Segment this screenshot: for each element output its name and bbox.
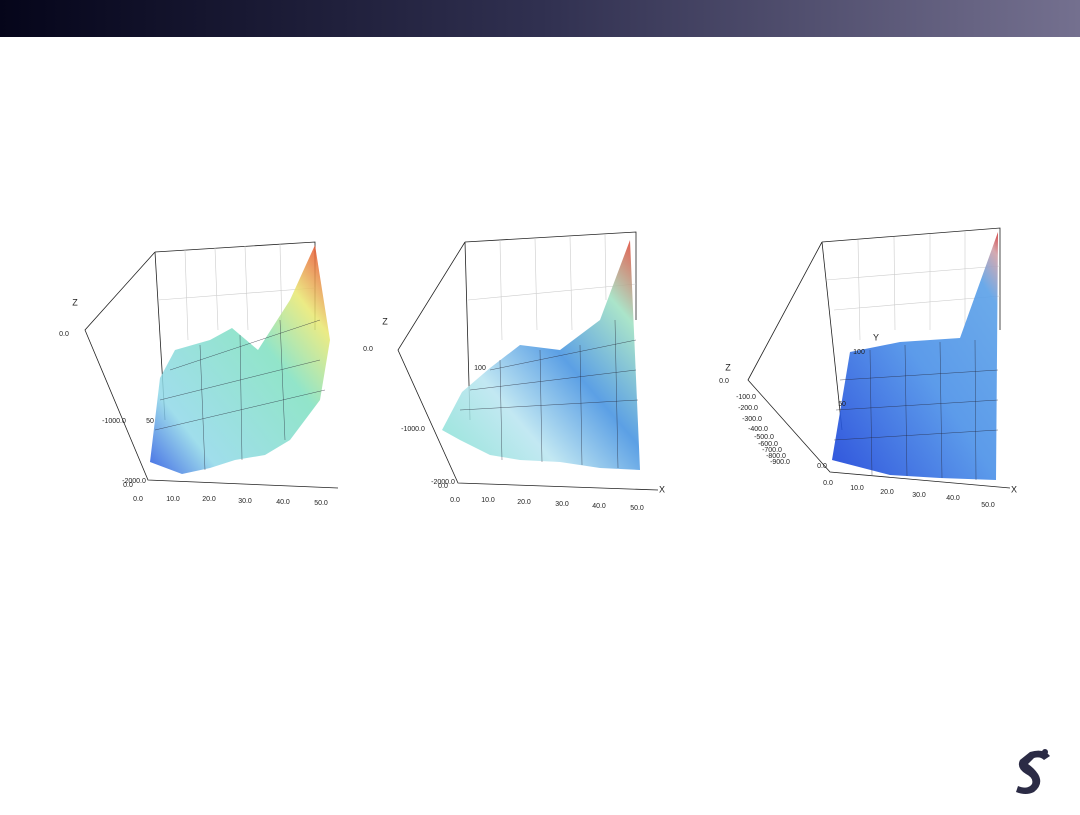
surface [150,245,330,474]
y-tick-label: 100 [474,365,486,372]
y-tick-label: 100 [853,349,865,356]
x-tick-label: 30.0 [912,492,926,499]
x-tick-label: 30.0 [555,501,569,508]
z-tick-label: 0.0 [363,346,373,353]
z-tick-label: 0.0 [59,331,69,338]
z-tick-label: -2000.0 [431,479,455,486]
x-tick-label: 0.0 [450,497,460,504]
z-axis-label: Z [72,297,78,307]
z-tick-label: -100.0 [736,394,756,401]
z-tick-label: -1000.0 [102,418,126,425]
x-tick-label: 20.0 [880,489,894,496]
z-tick-label: -200.0 [738,405,758,412]
x-tick-label: 50.0 [314,500,328,507]
y-tick-label: 50 [838,401,846,408]
z-tick-label: -2000.0 [122,478,146,485]
z-tick-label: -400.0 [748,426,768,433]
y-tick-label: 0.0 [123,482,133,489]
x-tick-label: 10.0 [481,497,495,504]
x-tick-label: 40.0 [592,503,606,510]
z-tick-label: -500.0 [754,434,774,441]
z-tick-label: -700.0 [762,447,782,454]
z-tick-label: -600.0 [758,441,778,448]
logo [1016,749,1050,794]
plot-grid [157,231,1001,341]
z-axis-label: Z [725,362,731,372]
z-tick-label: -1000.0 [401,426,425,433]
plot-frames [84,227,1011,491]
x-tick-label: 20.0 [202,496,216,503]
x-tick-label: 50.0 [630,505,644,512]
x-tick-label: 50.0 [981,502,995,509]
y-axis-label: Y [873,332,879,342]
x-tick-label: 40.0 [276,499,290,506]
surface [832,232,998,480]
x-tick-label: 10.0 [166,496,180,503]
x-tick-label: 30.0 [238,498,252,505]
x-tick-label: 0.0 [133,496,143,503]
x-tick-label: 0.0 [823,480,833,487]
y-tick-label: 0.0 [817,463,827,470]
z-tick-label: -300.0 [742,416,762,423]
z-axis-label: Z [382,316,388,326]
y-tick-label: 0.0 [438,483,448,490]
z-tick-label: -900.0 [770,459,790,466]
x-axis-label: X [1011,484,1017,494]
x-tick-label: 10.0 [850,485,864,492]
z-tick-label: -800.0 [766,453,786,460]
surface-mesh [154,319,999,481]
surface [442,240,640,470]
x-axis-label: X [659,484,665,494]
y-tick-label: 50 [146,418,154,425]
x-tick-label: 20.0 [517,499,531,506]
x-tick-label: 40.0 [946,495,960,502]
z-tick-label: 0.0 [719,378,729,385]
header-bar [0,0,1080,37]
